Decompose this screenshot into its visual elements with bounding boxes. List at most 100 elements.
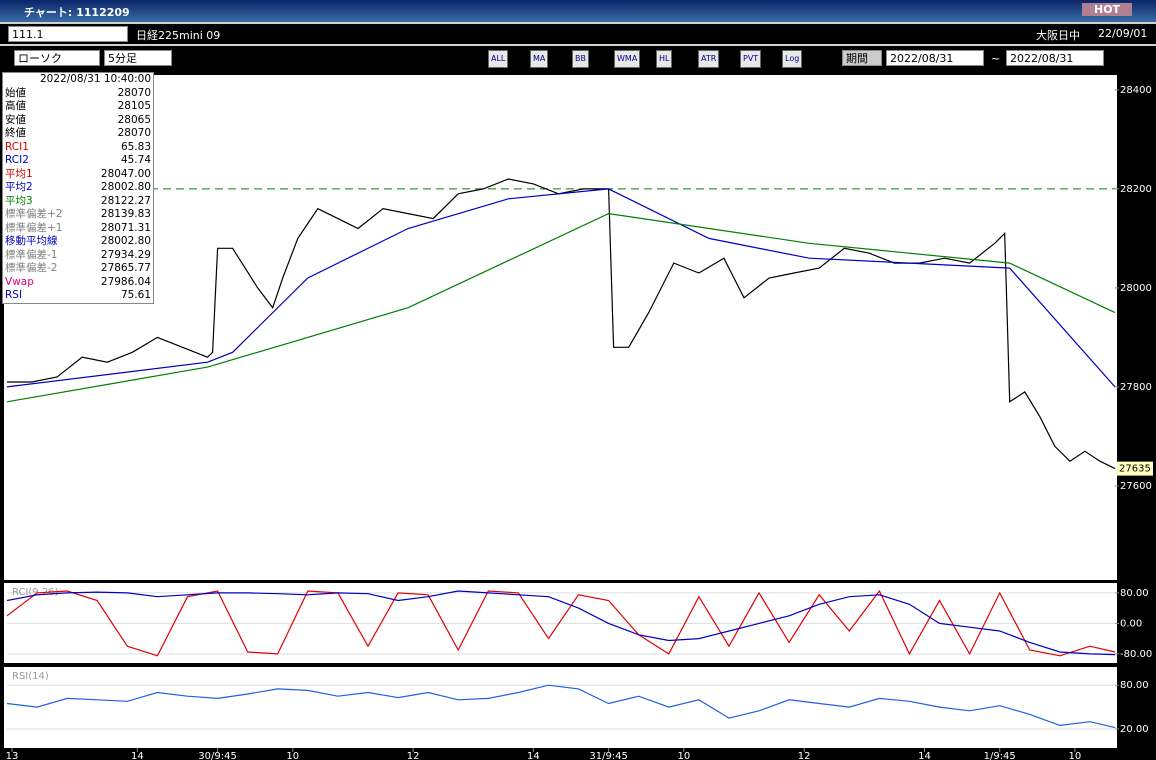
info-label: 標準偏差-1 [5,248,58,261]
toolbar-button[interactable]: WMA [614,50,641,68]
x-tick-label: 30/9:45 [198,751,237,760]
hot-button[interactable]: HOT [1082,3,1133,16]
x-tick-label: 12 [407,751,420,760]
to-date[interactable]: 2022/08/31 [1006,50,1104,66]
panel [4,75,1117,580]
period-button[interactable]: 期間 [842,50,882,66]
info-row: RCI2 45.74 [3,154,153,168]
info-value: 28122.27 [100,194,151,207]
series-line [6,188,1116,388]
info-label: RCI2 [5,154,29,166]
series-line [7,178,1116,470]
info-row: 平均1 28047.00 [3,168,153,182]
info-label: 安値 [5,113,26,126]
code-input[interactable]: 111.1 [8,26,128,42]
info-label: RSI [5,289,23,301]
toolbar-row: 111.1 日経225mini 09 大阪日中 22/09/01 [0,24,1156,44]
x-tick-label: 10 [1069,751,1082,760]
info-value: 65.83 [120,140,151,153]
y-tick-label: 27600 [1120,481,1152,492]
y-tick-label: 27800 [1120,382,1152,393]
info-value: 27865.77 [100,262,151,274]
panel-title: RSI(14) [12,671,49,682]
info-label: 標準偏差+1 [5,221,63,234]
current-price: 27635 [1119,464,1151,475]
info-row: 平均3 28122.27 [3,195,153,209]
info-label: 終値 [5,127,26,139]
info-value: 28070 [117,86,151,99]
x-tick-label: 31/9:45 [589,751,628,760]
y-tick-label: -80.00 [1120,649,1152,660]
info-row: 終値 28070 [3,127,153,141]
x-tick-label: 12 [798,751,811,760]
info-row: RCI1 65.83 [3,141,153,155]
info-row: 標準偏差-1 27934.29 [3,249,153,263]
info-row: RSI 75.61 [3,289,153,303]
toolbar-button[interactable]: ATR [698,50,720,68]
x-tick-label: 10 [677,751,690,760]
x-tick-label: 10 [286,751,299,760]
info-label: 標準偏差-2 [5,262,58,274]
x-tick-label: 13 [6,751,19,760]
info-label: 標準偏差+2 [5,208,63,220]
series-line [6,589,1116,657]
toolbar-button[interactable]: Log [782,50,803,68]
info-label: 高値 [5,100,26,112]
from-date[interactable]: 2022/08/31 [886,50,984,66]
info-row: 標準偏差+2 28139.83 [3,208,153,222]
panel-title: RCI(9,26) [12,587,59,598]
toolbar-button[interactable]: BB [572,50,589,68]
chart-kind-select[interactable]: ローソク [14,50,100,66]
toolbar-button[interactable]: MA [530,50,549,68]
toolbar-button[interactable]: PVT [740,50,762,68]
series-line [6,590,1116,656]
price-box [1117,461,1153,476]
interval-select[interactable]: 5分足 [104,50,172,66]
info-label: 平均2 [5,181,33,193]
info-panel: 2022/08/31 10:40:00 始値 28070 高値 28105 安値 2806… [2,72,154,304]
info-datetime: 2022/08/31 10:40:00 [39,73,151,85]
info-label: RCI1 [5,140,29,153]
info-value: 28139.83 [100,208,151,220]
info-value: 28002.80 [100,181,151,193]
y-tick-label: 28400 [1120,85,1152,96]
info-row: 始値 28070 [3,87,153,101]
info-value: 27934.29 [100,248,151,261]
info-row: 移動平均線 28002.80 [3,235,153,249]
chart-area: 27600 27800 28000 28200 28400 13 14 30/9:45 10 12… [0,72,1156,760]
x-tick-label: 14 [131,751,144,760]
info-value: 28002.80 [100,235,151,247]
series-line [6,212,1116,403]
info-row: 標準偏差+1 28071.31 [3,222,153,236]
info-label: 移動平均線 [5,235,58,247]
toolbar-button[interactable]: HL [656,50,673,68]
date: 22/09/01 [1098,27,1148,40]
info-value: 27986.04 [100,275,151,288]
info-label: 平均1 [5,167,33,180]
toolbar-row: ローソク 5分足 ALL MA BB WMA HL ATR PVT Log 期間 2022/0… [0,46,1156,72]
market: 大阪日中 [1036,29,1080,42]
info-label: Vwap [5,275,34,288]
info-row: Vwap 27986.04 [3,276,153,290]
info-row: 平均2 28002.80 [3,181,153,195]
y-tick-label: 20.00 [1120,724,1149,735]
instrument-name: 日経225mini 09 [136,29,221,42]
panel [4,667,1117,748]
info-value: 75.61 [120,289,151,301]
y-tick-label: 28200 [1120,184,1152,195]
window-title: チャート: 1112209 [24,6,130,19]
y-tick-label: 80.00 [1120,588,1149,599]
x-tick-label: 1/9:45 [984,751,1016,760]
info-row: 安値 28065 [3,114,153,128]
info-value: 28071.31 [100,221,151,234]
x-tick-label: 14 [918,751,931,760]
info-value: 28105 [117,100,151,112]
y-tick-label: 80.00 [1120,680,1149,691]
info-value: 28070 [117,127,151,139]
info-label: 始値 [5,86,26,99]
x-tick-label: 14 [527,751,540,760]
info-value: 28065 [117,113,151,126]
info-label: 平均3 [5,194,33,207]
toolbar-button[interactable]: ALL [488,50,509,68]
info-value: 28047.00 [100,167,151,180]
